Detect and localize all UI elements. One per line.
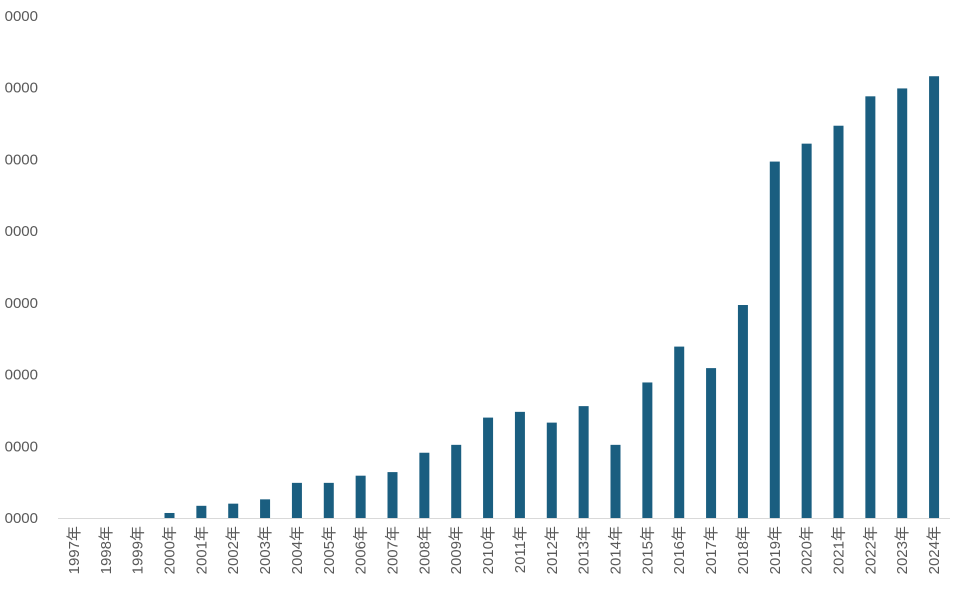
bar — [801, 143, 812, 518]
bar — [419, 452, 430, 518]
y-tick-label: 0000 — [5, 8, 38, 25]
x-tick-label: 2012年 — [544, 526, 561, 574]
x-tick-label: 2002年 — [225, 526, 242, 574]
bar — [196, 505, 207, 518]
x-tick-label: 2010年 — [480, 526, 497, 574]
x-tick-label: 1997年 — [66, 526, 83, 574]
bar — [610, 444, 621, 518]
x-tick-label: 2013年 — [576, 526, 593, 574]
x-tick-label: 2008年 — [416, 526, 433, 574]
bar — [451, 444, 462, 518]
x-tick-label: 2007年 — [385, 526, 402, 574]
bar — [674, 346, 685, 518]
x-axis-ticks: 1997年 1998年 1999年 2000年 2001年 2002年 2003年 2004年… — [66, 526, 943, 574]
bar — [514, 411, 525, 518]
bar-series — [164, 76, 940, 519]
bar — [897, 88, 908, 519]
bar — [578, 406, 589, 518]
bar — [865, 96, 876, 518]
x-tick-label: 2009年 — [448, 526, 465, 574]
y-tick-label: 0000 — [5, 295, 38, 312]
bar — [833, 125, 844, 518]
x-tick-label: 2023年 — [894, 526, 911, 574]
x-tick-label: 2001年 — [193, 526, 210, 574]
x-tick-label: 2016年 — [671, 526, 688, 574]
x-tick-label: 2000年 — [162, 526, 179, 574]
bar — [387, 472, 398, 518]
x-tick-label: 1998年 — [98, 526, 115, 574]
y-tick-label: 0000 — [5, 438, 38, 455]
y-axis-ticks: 0000 0000 0000 0000 0000 0000 0000 0000 — [5, 8, 38, 527]
bar — [483, 417, 494, 518]
bar — [260, 499, 271, 518]
bar — [929, 76, 940, 519]
x-tick-label: 2022年 — [862, 526, 879, 574]
x-tick-label: 2020年 — [799, 526, 816, 574]
x-tick-label: 2019年 — [767, 526, 784, 574]
x-tick-label: 2011年 — [512, 526, 529, 573]
x-tick-label: 2021年 — [831, 526, 848, 574]
x-tick-label: 2015年 — [639, 526, 656, 574]
bar — [228, 503, 239, 518]
x-tick-label: 2024年 — [926, 526, 943, 574]
x-tick-label: 2004年 — [289, 526, 306, 574]
bar — [546, 422, 557, 518]
y-tick-label: 0000 — [5, 80, 38, 97]
x-tick-label: 2014年 — [608, 526, 625, 574]
x-tick-label: 2005年 — [321, 526, 338, 574]
bar — [355, 475, 366, 518]
bar — [642, 382, 653, 518]
bar — [706, 368, 717, 518]
y-tick-label: 0000 — [5, 223, 38, 240]
y-tick-label: 0000 — [5, 367, 38, 384]
bar — [164, 512, 175, 518]
x-tick-label: 2018年 — [735, 526, 752, 574]
bar — [769, 161, 780, 518]
bar — [737, 305, 748, 518]
y-tick-label: 0000 — [5, 151, 38, 168]
y-tick-label: 0000 — [5, 510, 38, 527]
bar — [291, 482, 302, 518]
x-tick-label: 2017年 — [703, 526, 720, 574]
x-tick-label: 2006年 — [353, 526, 370, 574]
bar — [323, 482, 334, 518]
x-tick-label: 1999年 — [130, 526, 147, 574]
x-tick-label: 2003年 — [257, 526, 274, 574]
